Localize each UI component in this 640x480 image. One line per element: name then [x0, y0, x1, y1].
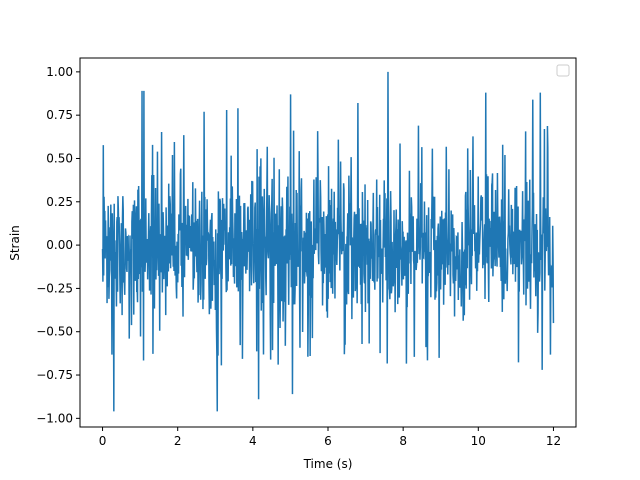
strain-series-line: [101, 71, 555, 412]
x-tick-label: 6: [324, 434, 332, 448]
y-axis-label: Strain: [8, 225, 22, 261]
x-axis-label: Time (s): [303, 457, 353, 471]
x-tick-label: 0: [99, 434, 107, 448]
y-tick-label: 0.00: [46, 238, 73, 252]
y-tick-label: 1.00: [46, 65, 73, 79]
x-tick-label: 10: [471, 434, 486, 448]
x-tick-label: 8: [399, 434, 407, 448]
y-tick-label: 0.75: [46, 108, 73, 122]
plot-area: [101, 71, 555, 412]
y-tick-label: 0.50: [46, 151, 73, 165]
y-tick-label: 0.25: [46, 195, 73, 209]
y-tick-label: −0.75: [36, 368, 73, 382]
y-tick-label: −0.50: [36, 325, 73, 339]
legend-box: [556, 64, 570, 77]
y-tick-label: −0.25: [36, 281, 73, 295]
x-tick-label: 2: [174, 434, 182, 448]
x-axis-ticks: 0 2 4 6 8 10 12: [99, 427, 561, 448]
y-axis-ticks: −1.00 −0.75 −0.50 −0.25 0.00 0.25 0.50 0.75 1.00: [36, 65, 80, 425]
x-tick-label: 12: [546, 434, 561, 448]
y-tick-label: −1.00: [36, 411, 73, 425]
x-tick-label: 4: [249, 434, 257, 448]
